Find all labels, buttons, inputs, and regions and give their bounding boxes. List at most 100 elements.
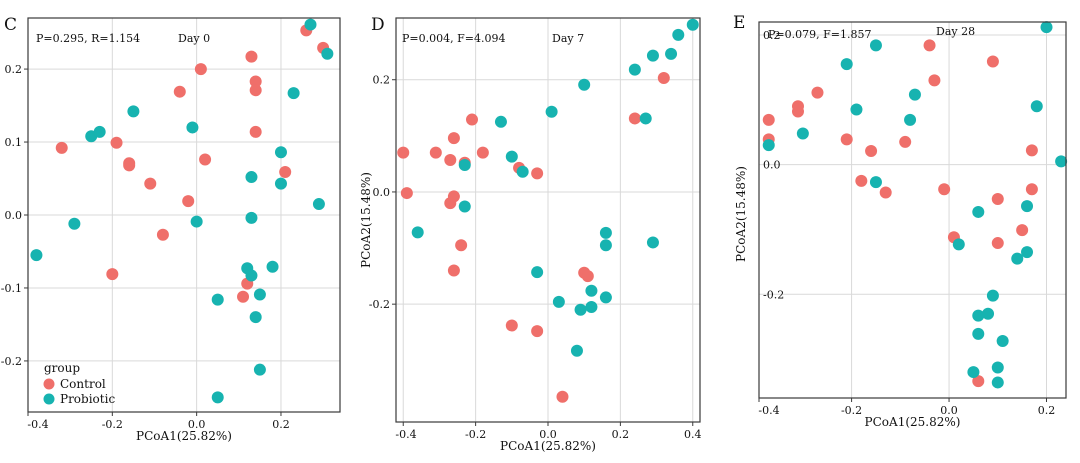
probiotic-point xyxy=(585,300,598,313)
series-probiotic xyxy=(762,21,1068,389)
x-tick-label: 0.0 xyxy=(940,404,958,417)
panel-e: -0.4 -0.2 0.0 0.2 -0.2 0.0 0.2 PCoA1(25.82%) PCo… xyxy=(733,13,1068,429)
control-point xyxy=(444,153,457,166)
control-point xyxy=(762,113,775,126)
control-point xyxy=(400,187,413,200)
probiotic-point xyxy=(253,363,266,376)
control-point xyxy=(531,167,544,180)
x-tick-label: 0.2 xyxy=(1038,404,1056,417)
x-tick-label: 0.4 xyxy=(684,428,702,441)
control-point xyxy=(1025,183,1038,196)
probiotic-point xyxy=(967,366,980,379)
y-tick-label: -0.2 xyxy=(763,288,784,301)
probiotic-point xyxy=(411,226,424,239)
control-point xyxy=(55,141,68,154)
stat-text: P=0.004, F=4.094 xyxy=(402,32,505,45)
probiotic-point xyxy=(249,311,262,324)
x-tick-label: 0.0 xyxy=(539,428,557,441)
probiotic-point xyxy=(686,18,699,31)
control-point xyxy=(865,145,878,158)
day-label: Day 0 xyxy=(178,32,210,45)
control-point xyxy=(106,268,119,281)
panel-letter: C xyxy=(4,15,17,35)
probiotic-point xyxy=(665,47,678,60)
control-point xyxy=(156,228,169,241)
control-point xyxy=(986,55,999,68)
x-tick-label: -0.2 xyxy=(102,418,123,431)
probiotic-point xyxy=(869,39,882,52)
probiotic-point xyxy=(93,125,106,138)
control-point xyxy=(855,174,868,187)
control-point xyxy=(279,165,292,178)
y-tick-label: 0.2 xyxy=(5,63,23,76)
probiotic-point xyxy=(545,105,558,118)
probiotic-point xyxy=(245,211,258,224)
day-label: Day 28 xyxy=(936,25,975,38)
control-point xyxy=(249,125,262,138)
legend-swatch-probiotic xyxy=(43,393,55,405)
probiotic-point xyxy=(245,269,258,282)
control-point xyxy=(447,264,460,277)
probiotic-point xyxy=(68,217,81,230)
control-point xyxy=(1025,144,1038,157)
probiotic-point xyxy=(991,361,1004,374)
probiotic-point xyxy=(908,88,921,101)
probiotic-point xyxy=(127,105,140,118)
gridlines xyxy=(396,18,700,422)
x-axis-title: PCoA1(25.82%) xyxy=(500,439,596,453)
probiotic-point xyxy=(585,284,598,297)
probiotic-point xyxy=(850,103,863,116)
probiotic-point xyxy=(1055,155,1068,168)
control-point xyxy=(199,153,212,166)
control-point xyxy=(628,112,641,125)
probiotic-point xyxy=(552,295,565,308)
control-point xyxy=(110,136,123,149)
series-probiotic xyxy=(411,18,699,357)
panel-letter: D xyxy=(371,15,385,35)
x-tick-label: -0.2 xyxy=(465,428,486,441)
probiotic-point xyxy=(274,177,287,190)
probiotic-point xyxy=(211,391,224,404)
probiotic-point xyxy=(505,150,518,163)
stat-text: P=0.295, R=1.154 xyxy=(36,32,140,45)
probiotic-point xyxy=(840,58,853,71)
control-point xyxy=(928,74,941,87)
control-point xyxy=(144,177,157,190)
probiotic-point xyxy=(972,309,985,322)
control-point xyxy=(556,390,569,403)
probiotic-point xyxy=(245,171,258,184)
probiotic-point xyxy=(972,327,985,340)
legend-label-probiotic: Probiotic xyxy=(60,392,115,406)
probiotic-point xyxy=(599,226,612,239)
probiotic-point xyxy=(1030,100,1043,113)
x-tick-label: -0.2 xyxy=(841,404,862,417)
x-axis-title: PCoA1(25.82%) xyxy=(136,429,232,443)
series-probiotic xyxy=(30,18,334,404)
legend-title: group xyxy=(44,361,80,375)
y-axis-title: PCoA2(15.48%) xyxy=(359,172,373,268)
series-control xyxy=(397,72,670,403)
control-point xyxy=(791,100,804,113)
probiotic-point xyxy=(578,78,591,91)
probiotic-point xyxy=(1011,252,1024,265)
gridlines xyxy=(27,18,340,412)
y-axis-title: PCoA2(15.48%) xyxy=(734,166,748,262)
probiotic-point xyxy=(796,127,809,140)
y-tick-label: 0.1 xyxy=(5,136,23,149)
control-point xyxy=(245,50,258,63)
probiotic-point xyxy=(672,28,685,41)
x-tick-label: -0.4 xyxy=(395,428,416,441)
y-tick-label: 0.2 xyxy=(373,74,391,87)
probiotic-point xyxy=(599,239,612,252)
panel-c: -0.4 -0.2 0.0 0.2 -0.2 -0.1 0.0 0.1 0.2 PCoA1(25.… xyxy=(1,15,341,443)
y-tick-label: -0.1 xyxy=(1,282,22,295)
control-point xyxy=(466,113,478,126)
probiotic-point xyxy=(211,293,224,306)
probiotic-point xyxy=(599,291,612,304)
control-point xyxy=(397,146,410,159)
probiotic-point xyxy=(190,215,203,228)
probiotic-point xyxy=(30,249,43,262)
probiotic-point xyxy=(996,334,1009,347)
y-tick-label: 0.0 xyxy=(373,186,391,199)
